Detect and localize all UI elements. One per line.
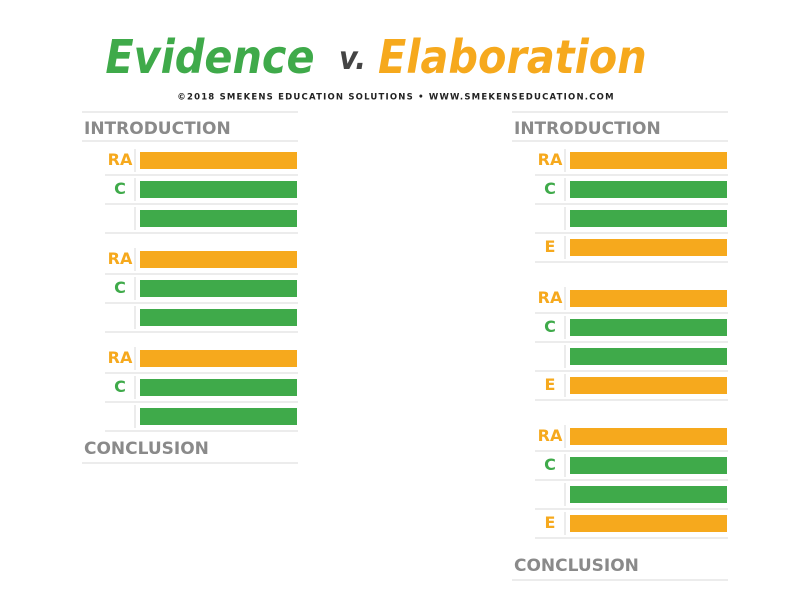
bar [570, 210, 727, 227]
title: Evidence v. Elaboration [105, 30, 646, 84]
bar [570, 457, 727, 474]
bar [140, 251, 297, 268]
row-label: E [545, 513, 556, 532]
bar [570, 348, 727, 365]
row-label: C [544, 179, 556, 198]
row-label: C [114, 377, 126, 396]
credit: ©2018 SMEKENS EDUCATION SOLUTIONS • WWW.… [177, 93, 614, 103]
bar [140, 408, 297, 425]
row-label: RA [538, 426, 563, 445]
bar [570, 290, 727, 307]
title-evidence: Evidence [105, 30, 314, 84]
title-elaboration: Elaboration [378, 30, 647, 84]
section-footer: CONCLUSION [514, 556, 639, 576]
bar [570, 428, 727, 445]
row-label: RA [108, 348, 133, 367]
bar [570, 181, 727, 198]
row-label: RA [538, 150, 563, 169]
bar [140, 152, 297, 169]
bar [140, 280, 297, 297]
row-label: RA [538, 288, 563, 307]
row-label: E [545, 375, 556, 394]
row-label: E [545, 237, 556, 256]
section-heading: INTRODUCTION [84, 119, 231, 139]
row-label: RA [108, 150, 133, 169]
bar [140, 350, 297, 367]
title-v: v. [339, 39, 366, 77]
bar [140, 181, 297, 198]
row-label: C [114, 179, 126, 198]
bar [570, 239, 727, 256]
section-heading: INTRODUCTION [514, 119, 661, 139]
bar [570, 152, 727, 169]
bar [140, 210, 297, 227]
bar [140, 309, 297, 326]
bar [570, 319, 727, 336]
bar [140, 379, 297, 396]
row-label: C [544, 455, 556, 474]
bar [570, 377, 727, 394]
row-label: C [544, 317, 556, 336]
section-footer: CONCLUSION [84, 439, 209, 459]
row-label: C [114, 278, 126, 297]
bar [570, 515, 727, 532]
bar [570, 486, 727, 503]
row-label: RA [108, 249, 133, 268]
